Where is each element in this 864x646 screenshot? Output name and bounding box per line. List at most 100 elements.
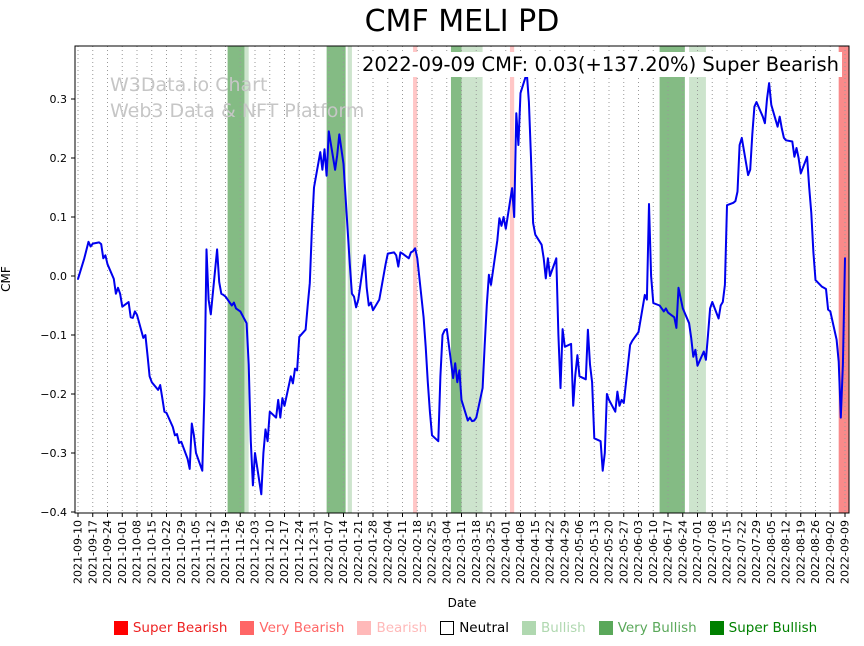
y-tick-label: 0.1 [50, 211, 68, 224]
x-tick-label: 2022-07-08 [706, 520, 719, 584]
x-tick-label: 2022-02-18 [411, 520, 424, 584]
x-tick-label: 2021-11-19 [219, 520, 232, 584]
legend-item-very-bearish: Very Bearish [240, 620, 344, 636]
x-tick-label: 2022-04-01 [499, 520, 512, 584]
legend-label: Very Bullish [617, 620, 697, 636]
x-tick-label: 2022-09-09 [839, 520, 852, 584]
legend-label: Very Bearish [259, 620, 345, 636]
spines [74, 45, 850, 514]
x-tick-label: 2021-11-26 [234, 520, 247, 584]
legend-label: Bearish [376, 620, 428, 636]
x-tick-label: 2021-09-24 [101, 520, 114, 584]
signal-band-very-bullish [659, 46, 685, 513]
x-tick-label: 2022-08-05 [765, 520, 778, 584]
x-tick-label: 2021-12-31 [308, 520, 321, 584]
x-tick-label: 2022-03-25 [485, 520, 498, 584]
signal-band-very-bullish [450, 46, 462, 513]
x-tick-label: 2022-05-20 [603, 520, 616, 584]
legend-swatch-very-bearish-icon [240, 621, 255, 635]
x-tick-label: 2022-02-04 [381, 520, 394, 584]
x-tick-label: 2022-07-01 [691, 520, 704, 584]
x-tick-label: 2022-01-14 [337, 520, 350, 584]
signal-band-bullish [347, 46, 352, 513]
signal-band-bearish [509, 46, 515, 513]
x-tick-label: 2022-08-26 [809, 520, 822, 584]
cmf-series-line [77, 72, 846, 496]
signal-band-bearish [413, 46, 418, 513]
legend-label: Super Bullish [728, 620, 818, 636]
legend-swatch-bullish-icon [522, 621, 537, 635]
x-tick-label: 2022-03-11 [455, 520, 468, 584]
y-tick-label: −0.4 [40, 506, 67, 519]
legend-swatch-super-bullish-icon [709, 621, 724, 635]
x-tick-label: 2022-08-12 [780, 520, 793, 584]
legend-item-bullish: Bullish [522, 620, 586, 636]
signal-band-bullish [689, 46, 706, 513]
x-tick-label: 2021-09-17 [86, 520, 99, 584]
x-tick-label: 2022-05-13 [588, 520, 601, 584]
x-tick-label: 2021-12-03 [249, 520, 262, 584]
y-tick-label: −0.2 [40, 388, 67, 401]
x-tick-label: 2022-07-29 [750, 520, 763, 584]
legend-label: Neutral [459, 620, 510, 636]
x-tick-label: 2022-04-15 [529, 520, 542, 584]
x-tick-label: 2021-10-15 [145, 520, 158, 584]
x-tick-label: 2021-12-17 [278, 520, 291, 584]
legend-label: Super Bearish [132, 620, 228, 636]
x-tick-label: 2022-01-28 [367, 520, 380, 584]
y-ticks: 0.3 0.2 0.1 0.0 −0.1 −0.2 −0.3 −0.4 [40, 93, 75, 519]
y-tick-label: −0.3 [40, 447, 67, 460]
signal-bands [227, 46, 849, 513]
legend-swatch-bearish-icon [357, 621, 372, 635]
x-tick-label: 2021-12-24 [293, 520, 306, 584]
x-tick-label: 2021-10-29 [175, 520, 188, 584]
x-tick-label: 2022-09-02 [824, 520, 837, 584]
y-axis-label: CMF [0, 266, 13, 292]
legend-label: Bullish [541, 620, 586, 636]
y-tick-label: −0.1 [40, 329, 67, 342]
series [77, 72, 846, 496]
x-tick-label: 2022-04-29 [558, 520, 571, 584]
y-tick-label: 0.0 [50, 270, 68, 283]
x-tick-label: 2021-10-01 [116, 520, 129, 584]
x-tick-label: 2022-02-25 [426, 520, 439, 584]
signal-band-very-bullish [227, 46, 245, 513]
legend-item-super-bearish: Super Bearish [113, 620, 228, 636]
legend-item-super-bullish: Super Bullish [709, 620, 818, 636]
x-tick-label: 2022-01-21 [352, 520, 365, 584]
x-tick-label: 2021-11-05 [190, 520, 203, 584]
x-tick-label: 2022-02-11 [396, 520, 409, 584]
x-tick-label: 2022-04-08 [514, 520, 527, 584]
x-tick-label: 2022-06-17 [662, 520, 675, 584]
y-tick-label: 0.3 [50, 93, 68, 106]
legend-item-very-bullish: Very Bullish [598, 620, 697, 636]
legend-swatch-very-bullish-icon [598, 621, 613, 635]
signal-band-very-bullish [326, 46, 346, 513]
x-tick-label: 2021-10-08 [131, 520, 144, 584]
x-tick-label: 2022-07-15 [721, 520, 734, 584]
legend-item-bearish: Bearish [357, 620, 427, 636]
x-tick-label: 2022-08-19 [794, 520, 807, 584]
x-tick-label: 2022-06-10 [647, 520, 660, 584]
x-tick-label: 2022-07-22 [735, 520, 748, 584]
legend-swatch-neutral-icon [440, 621, 455, 635]
x-tick-label: 2022-06-24 [676, 520, 689, 584]
x-tick-label: 2022-04-22 [544, 520, 557, 584]
signal-legend: Super Bearish Very Bearish Bearish Neutral B… [75, 620, 856, 636]
latest-value-annotation: 2022-09-09 CMF: 0.03(+137.20%) Super Bea… [359, 52, 842, 77]
chart-title: CMF MELI PD [364, 4, 560, 39]
x-tick-labels: 2021-09-10 2021-09-17 2021-09-24 2021-10-01… [72, 520, 852, 584]
x-tick-label: 2022-05-27 [617, 520, 630, 584]
signal-band-bullish [461, 46, 483, 513]
x-tick-label: 2021-11-12 [204, 520, 217, 584]
plot-border [74, 45, 850, 514]
legend-item-neutral: Neutral [440, 620, 509, 636]
signal-band-bullish [244, 46, 249, 513]
x-tick-label: 2022-05-06 [573, 520, 586, 584]
x-tick-label: 2021-09-10 [72, 520, 85, 584]
x-ticks [77, 513, 846, 517]
x-tick-label: 2022-03-04 [440, 520, 453, 584]
x-tick-label: 2021-12-10 [263, 520, 276, 584]
